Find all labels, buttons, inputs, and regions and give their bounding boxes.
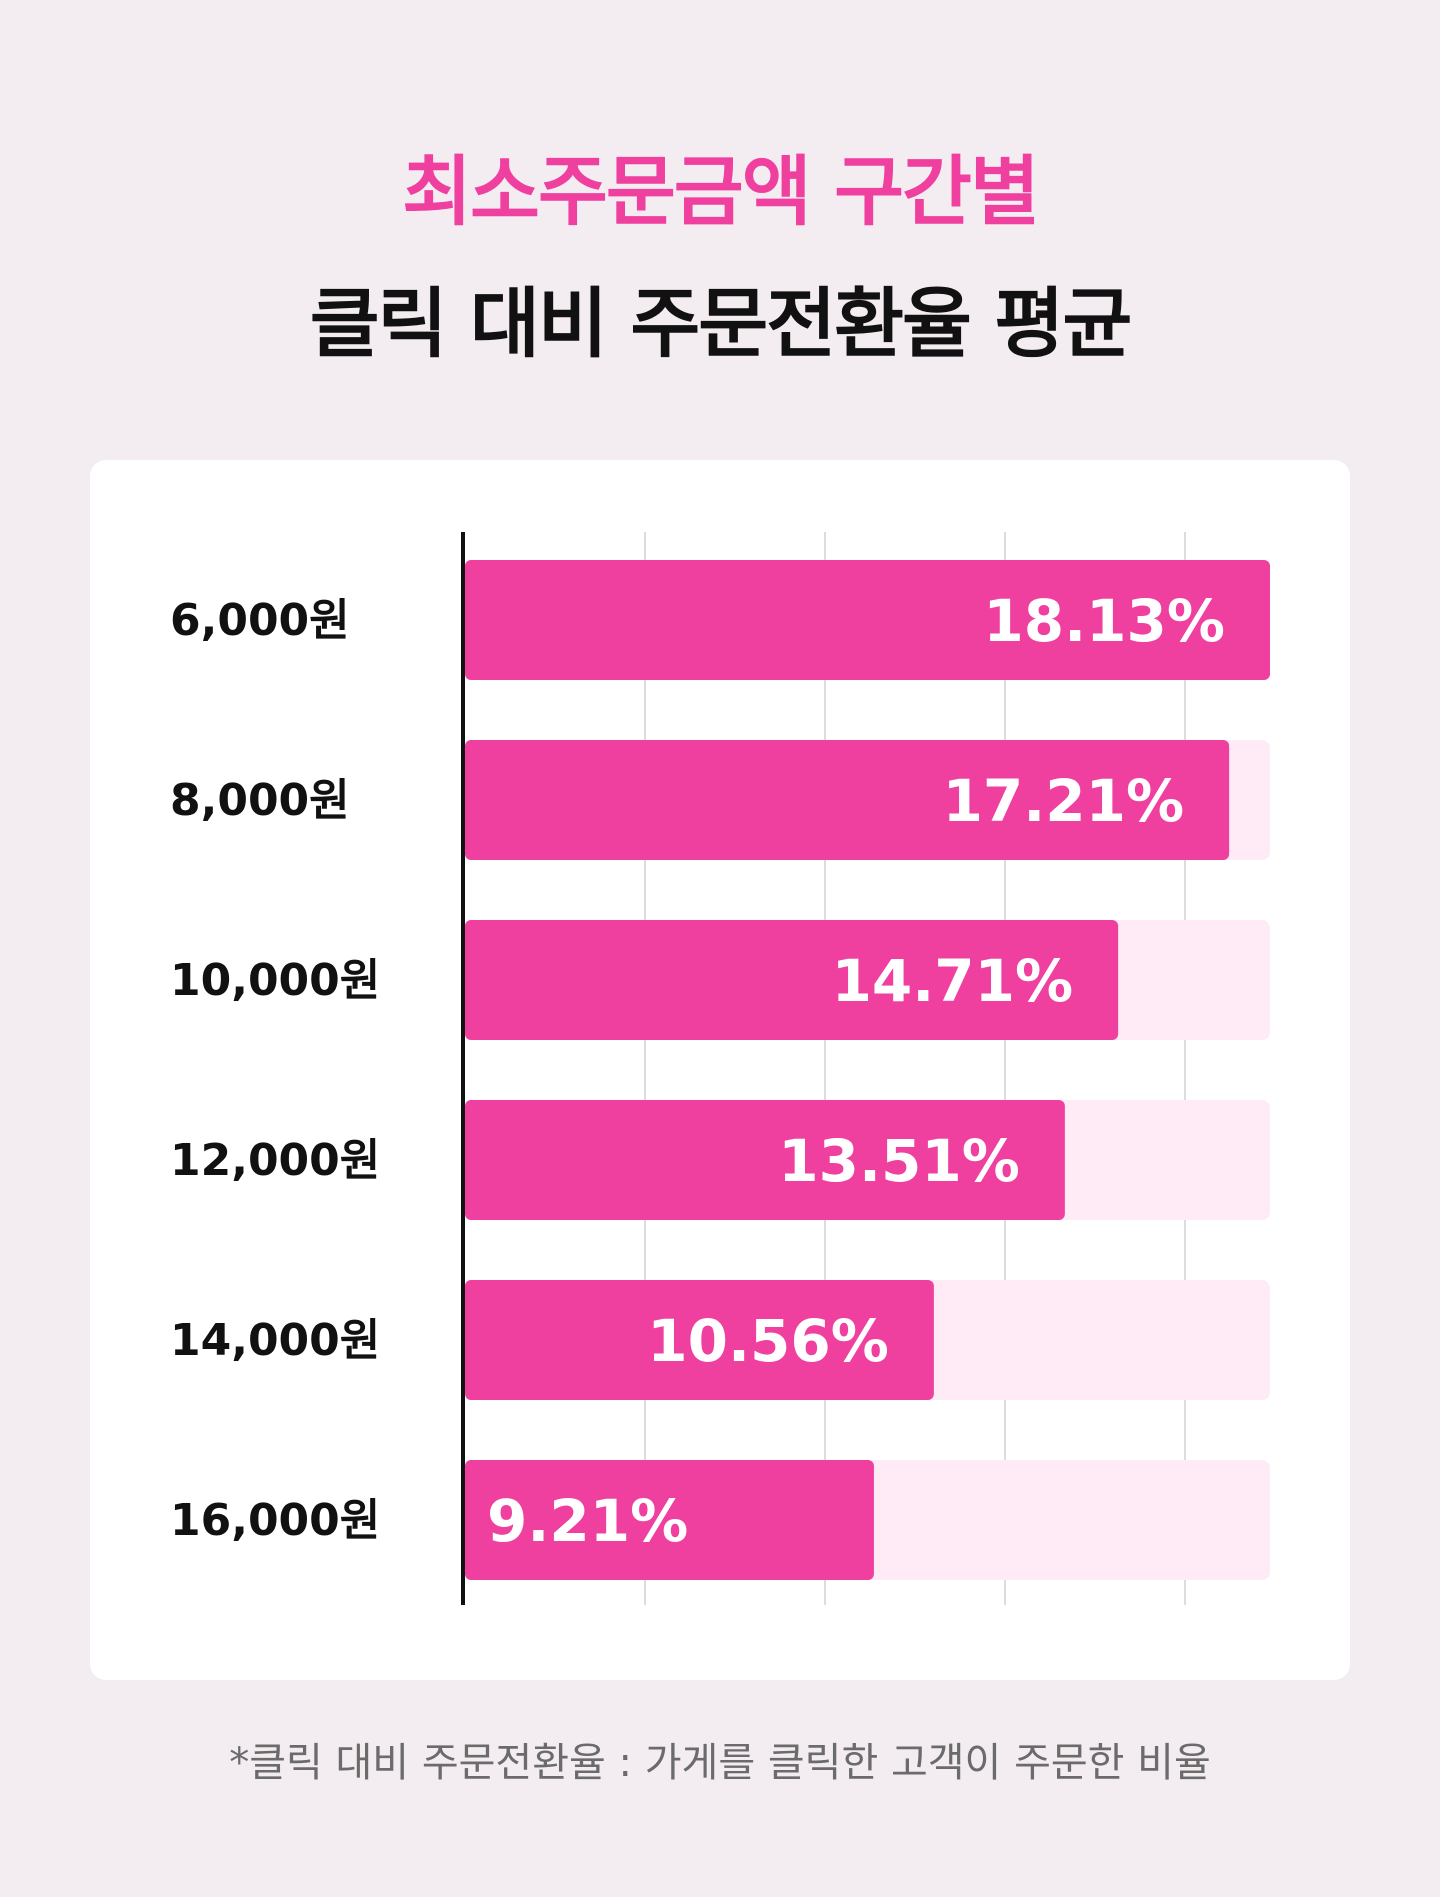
bar (465, 740, 1230, 860)
category-label: 14,000원 (170, 1315, 380, 1366)
category-label: 12,000원 (170, 1135, 380, 1186)
data-label: 10.56% (647, 1307, 889, 1375)
chart-title-line1: 최소주문금액 구간별 (402, 147, 1040, 236)
data-label: 9.21% (487, 1487, 688, 1555)
data-label: 17.21% (943, 767, 1185, 835)
category-label: 6,000원 (170, 595, 350, 646)
bar (465, 1100, 1065, 1220)
bar (465, 920, 1119, 1040)
bar (465, 1280, 934, 1400)
chart-card: 6,000원 18.13% 8,000원 17.21% 10,000원 14.71% 12,… (90, 460, 1350, 1680)
footnote: *클릭 대비 주문전환율 : 가게를 클릭한 고객이 주문한 비율 (229, 1740, 1211, 1786)
category-label: 10,000원 (170, 955, 380, 1006)
category-label: 16,000원 (170, 1495, 380, 1546)
data-label: 13.51% (778, 1127, 1020, 1195)
category-label: 8,000원 (170, 775, 350, 826)
bar (465, 560, 1270, 680)
bar-chart: 6,000원 18.13% 8,000원 17.21% 10,000원 14.71% 12,… (170, 532, 1270, 1605)
data-label: 14.71% (832, 947, 1074, 1015)
bar (465, 1460, 874, 1580)
chart-title-line2: 클릭 대비 주문전환율 평균 (309, 279, 1133, 368)
data-label: 18.13% (983, 587, 1225, 655)
